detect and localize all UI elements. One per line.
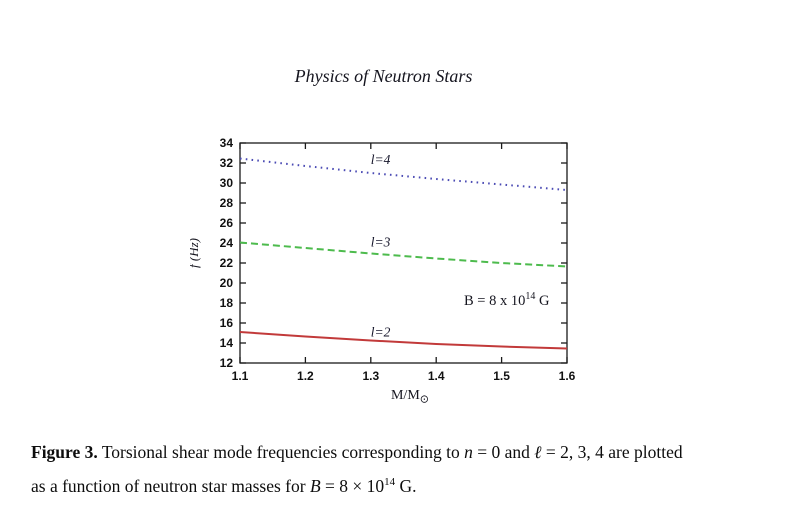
caption-text: = 2, 3, 4 are plotted: [541, 442, 683, 462]
field-strength-annotation: B = 8 x 1014 G: [464, 291, 549, 310]
caption-text: G.: [395, 475, 417, 496]
y-axis-tick-label: 20: [220, 276, 234, 290]
running-title: Physics of Neutron Stars: [294, 66, 473, 86]
y-axis-tick-label: 22: [220, 256, 234, 270]
figure-number-label: Figure 3.: [31, 442, 98, 462]
math-var-ell: ℓ: [534, 442, 542, 462]
y-axis-tick-label: 18: [220, 296, 234, 310]
series-label-l2: l=2: [371, 325, 391, 340]
annotation-base: B = 8 x 10: [464, 292, 526, 309]
plot-frame: [239, 142, 568, 364]
y-axis-tick-label: 34: [220, 136, 234, 150]
series-line-l4: [239, 157, 568, 191]
y-axis-tick-label: 26: [220, 216, 234, 230]
annotation-exponent: 14: [525, 291, 536, 302]
caption-exponent: 14: [384, 476, 396, 488]
caption-line-1: Figure 3. Torsional shear mode frequenci…: [31, 437, 775, 467]
y-axis-title: f (Hz): [190, 238, 201, 268]
caption-text: = 0 and: [472, 442, 535, 462]
y-axis-tick-label: 14: [220, 336, 234, 350]
y-axis-tick-label: 30: [220, 176, 234, 190]
figure-chart: 1.1 1.2 1.3 1.4 1.5 1.6 12 14 16 18 20 22 24 26 28 30 32…: [186, 135, 580, 406]
math-var-n: n: [464, 442, 473, 462]
y-axis-tick-label: 16: [220, 316, 234, 330]
frequency-vs-mass-plot: 1.1 1.2 1.3 1.4 1.5 1.6 12 14 16 18 20 22 24 26 28 30 32…: [186, 136, 576, 406]
caption-text: as a function of neutron star masses for: [31, 475, 310, 496]
x-axis-tick-label: 1.1: [232, 369, 249, 383]
x-axis-tick-label: 1.4: [428, 369, 445, 383]
x-axis-tick-label: 1.3: [362, 369, 379, 383]
caption-line-2: as a function of neutron star masses for…: [31, 467, 775, 501]
series-line-l2: [239, 331, 568, 350]
caption-text: Torsional shear mode frequencies corresp…: [97, 442, 465, 462]
series-line-l3: [239, 241, 568, 268]
figure-caption: Figure 3. Torsional shear mode frequenci…: [31, 437, 775, 501]
x-axis-tick-label: 1.5: [493, 369, 510, 383]
y-axis-tick-label: 32: [220, 156, 234, 170]
solar-mass-symbol: ⊙: [420, 393, 429, 406]
series-label-l3: l=3: [371, 235, 391, 250]
y-axis-tick-label: 28: [220, 196, 234, 210]
y-axis-tick-label: 24: [220, 236, 234, 250]
x-axis-title: M/M⊙: [391, 388, 429, 405]
annotation-unit: G: [535, 292, 550, 309]
series-label-l4: l=4: [371, 152, 391, 167]
math-var-B: B: [309, 475, 321, 496]
y-axis-tick-label: 12: [220, 356, 234, 370]
x-axis-tick-label: 1.2: [297, 369, 314, 383]
x-axis-tick-label: 1.6: [559, 369, 576, 383]
caption-text: = 8 × 10: [320, 475, 385, 496]
